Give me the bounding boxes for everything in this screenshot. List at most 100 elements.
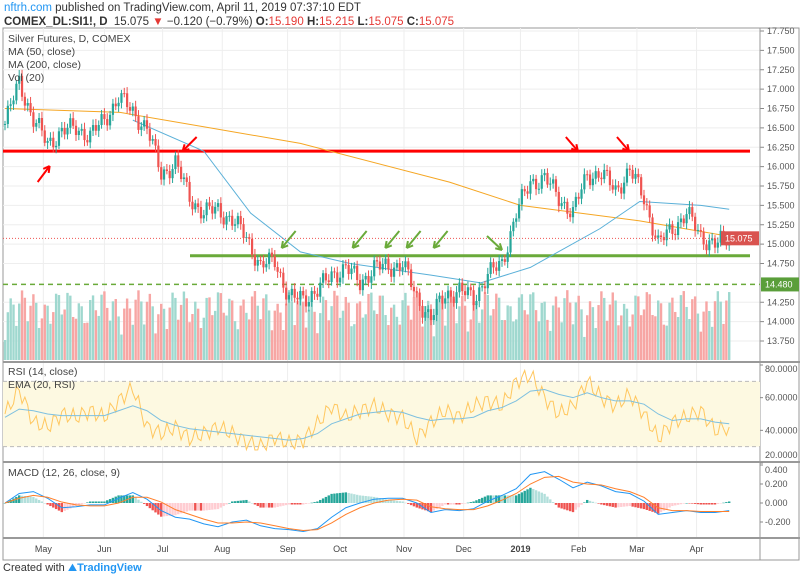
red-arrow xyxy=(36,165,51,183)
candle xyxy=(623,182,626,194)
volume-bar xyxy=(716,291,720,360)
volume-bar xyxy=(426,300,430,360)
volume-bar xyxy=(611,292,614,360)
candle xyxy=(552,179,555,184)
volume-bar xyxy=(424,305,427,360)
volume-bar xyxy=(26,321,29,360)
volume-bar xyxy=(492,309,495,360)
macd-histogram-bar xyxy=(710,503,714,505)
volume-bar xyxy=(46,305,49,360)
rsi-ema-line xyxy=(4,388,730,441)
volume-bar xyxy=(279,312,282,360)
macd-histogram-bar xyxy=(142,503,146,504)
legend-rsi: RSI (14, close) xyxy=(8,366,78,378)
candle xyxy=(265,264,268,268)
macd-histogram-bar xyxy=(557,503,560,508)
candle xyxy=(446,290,450,299)
price-tick-label: 17.000 xyxy=(767,84,795,94)
macd-histogram-bar xyxy=(671,503,674,507)
volume-bar xyxy=(512,321,515,360)
candle xyxy=(89,130,92,143)
macd-histogram-bar xyxy=(611,503,614,507)
macd-histogram-bar xyxy=(302,503,305,505)
volume-bar xyxy=(628,326,631,360)
macd-histogram-bar xyxy=(668,503,671,508)
macd-histogram-bar xyxy=(529,487,532,503)
macd-histogram-bar xyxy=(654,503,657,513)
footer-brand[interactable]: TradingView xyxy=(77,562,142,574)
red-arrow-head xyxy=(570,147,579,152)
volume-bar xyxy=(597,305,600,360)
green-arrow-head xyxy=(280,240,284,249)
red-arrow xyxy=(565,136,579,152)
ma200-line xyxy=(4,108,730,237)
macd-histogram-bar xyxy=(205,503,208,511)
macd-histogram-bar xyxy=(659,503,663,513)
macd-histogram-bar xyxy=(185,503,188,512)
volume-bar xyxy=(515,319,518,360)
macd-histogram-bar xyxy=(725,502,728,503)
volume-bar xyxy=(520,294,524,360)
volume-bar xyxy=(80,306,83,360)
x-tick-label: Apr xyxy=(690,544,704,554)
volume-bar xyxy=(634,295,637,360)
candle xyxy=(100,114,103,126)
volume-bar xyxy=(409,319,413,360)
volume-bar xyxy=(710,326,714,360)
level-label-bg xyxy=(761,277,799,292)
macd-histogram-bar xyxy=(154,503,157,513)
candle xyxy=(361,279,364,291)
volume-bar xyxy=(543,301,546,360)
green-arrow-head xyxy=(351,240,355,249)
published-text: published on TradingView.com, April 11, … xyxy=(55,2,361,14)
macd-histogram-bar xyxy=(222,503,225,507)
candle xyxy=(341,264,345,278)
candle xyxy=(214,206,217,214)
candle xyxy=(463,291,467,296)
macd-histogram-bar xyxy=(270,503,274,508)
macd-histogram-bar xyxy=(29,496,32,503)
candle xyxy=(694,216,697,231)
candle xyxy=(279,271,282,273)
candle xyxy=(324,273,328,281)
candle xyxy=(216,203,220,207)
macd-histogram-bar xyxy=(642,503,646,510)
macd-histogram-bar xyxy=(327,495,330,503)
volume-bar xyxy=(526,314,529,360)
volume-bar xyxy=(421,326,424,360)
candle xyxy=(620,187,623,194)
candle xyxy=(313,290,316,294)
site-link[interactable]: nftrh.com xyxy=(4,2,52,14)
volume-bar xyxy=(637,296,640,360)
volume-bar xyxy=(168,307,171,360)
candle xyxy=(676,222,680,236)
macd-histogram-bar xyxy=(43,503,46,504)
candle xyxy=(481,286,484,288)
candle xyxy=(412,286,416,292)
red-arrow-head xyxy=(181,144,186,152)
volume-bar xyxy=(319,313,322,360)
macd-histogram-bar xyxy=(77,503,81,506)
volume-bar xyxy=(688,319,691,360)
candle xyxy=(157,145,160,168)
volume-bar xyxy=(313,311,316,360)
macd-histogram-bar xyxy=(168,503,171,516)
macd-histogram-bar xyxy=(117,495,120,503)
volume-bar xyxy=(225,315,228,360)
macd-histogram-bar xyxy=(307,503,311,504)
candle xyxy=(395,263,399,268)
candle xyxy=(358,280,362,291)
macd-histogram-bar xyxy=(452,503,455,505)
candle xyxy=(285,287,288,300)
candle xyxy=(293,288,296,298)
macd-histogram-bar xyxy=(475,500,478,503)
high-label: H: xyxy=(306,16,320,28)
candle xyxy=(259,259,262,262)
macd-line xyxy=(4,471,730,533)
macd-histogram-bar xyxy=(137,499,140,503)
candle xyxy=(563,201,566,204)
volume-bar xyxy=(551,305,555,360)
candle xyxy=(35,123,38,127)
candle xyxy=(327,280,330,283)
